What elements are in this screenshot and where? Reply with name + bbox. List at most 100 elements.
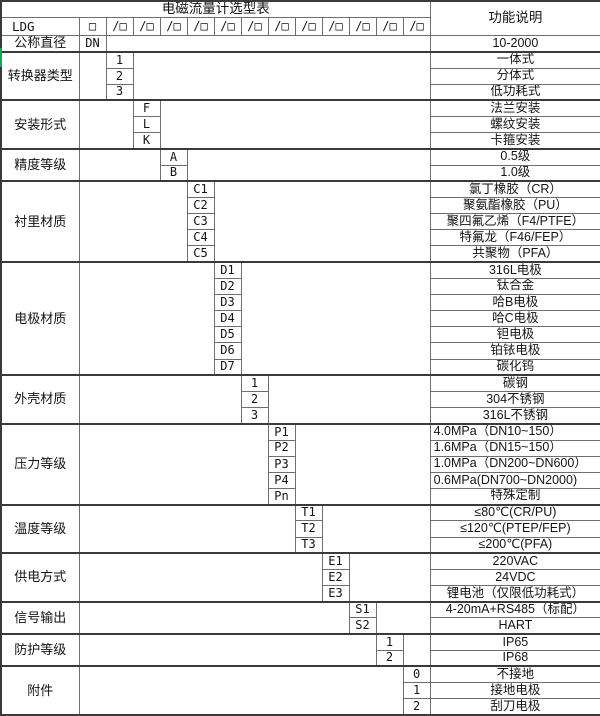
group-row: 2 304不锈钢 <box>1 390 600 409</box>
group-row: 3 316L不锈钢 <box>1 407 600 425</box>
code-cell: 1 <box>375 633 404 651</box>
group-row: 3 低功耗式 <box>1 83 600 101</box>
filler-cell <box>78 422 269 506</box>
model-box: □ <box>78 17 107 37</box>
filler-cell <box>321 503 431 554</box>
filler-cell <box>78 147 161 182</box>
desc-cell: 特氟龙（F46/FEP） <box>429 229 600 247</box>
code-cell: 2 <box>402 698 431 716</box>
group-name: 压力等级 <box>0 422 80 506</box>
filler-cell <box>78 261 215 376</box>
desc-cell: 低功耗式 <box>429 83 600 101</box>
group-row: 衬里材质 C1 氯丁橡胶（CR） <box>0 180 600 263</box>
group-name: 电极材质 <box>0 261 80 376</box>
group-name: 温度等级 <box>0 503 80 554</box>
model-slot: /□ <box>186 17 215 37</box>
code-cell: P2 <box>267 439 296 457</box>
desc-cell: 接地电极 <box>429 682 600 700</box>
model-prefix: LDG <box>0 17 80 37</box>
model-slot: /□ <box>105 17 134 37</box>
filler-cell <box>78 552 323 603</box>
group-row: D6 铂铱电极 <box>1 342 600 360</box>
group-row: 2 刮刀电极 <box>1 698 600 716</box>
desc-cell: 220VAC <box>429 552 600 570</box>
desc-cell: 10-2000 <box>429 35 600 53</box>
group-row: 精度等级 A 0.5级 <box>0 147 600 182</box>
desc-cell: 钛合金 <box>429 277 600 295</box>
code-cell: T2 <box>294 520 323 538</box>
code-cell: K <box>132 132 161 150</box>
desc-cell: IP65 <box>429 633 600 651</box>
code-cell: P1 <box>267 422 296 441</box>
code-cell: Pn <box>267 488 296 506</box>
code-cell: 2 <box>240 390 269 409</box>
model-slot: /□ <box>321 17 350 37</box>
desc-cell: 1.0级 <box>429 164 600 182</box>
desc-cell: 一体式 <box>429 50 600 69</box>
code-cell: D5 <box>213 326 242 344</box>
desc-cell: ≤80℃(CR/PU) <box>429 503 600 522</box>
code-cell: C4 <box>186 229 215 247</box>
group-row: 防护等级 1 IP65 <box>0 633 600 667</box>
group-name: 精度等级 <box>0 147 80 182</box>
filler-cell <box>375 600 431 635</box>
code-cell: P3 <box>267 455 296 473</box>
code-cell: 1 <box>105 50 134 69</box>
desc-cell: 24VDC <box>429 568 600 587</box>
code-cell: DN <box>78 35 107 53</box>
model-slot: /□ <box>348 17 377 37</box>
desc-cell: 1.0MPa（DN200~DN600） <box>429 455 600 473</box>
filler-cell <box>294 422 431 506</box>
filler-cell <box>186 147 431 182</box>
code-cell: L <box>132 116 161 134</box>
group-name: 信号输出 <box>0 600 80 635</box>
code-cell: 1 <box>240 374 269 392</box>
desc-cell: 分体式 <box>429 67 600 85</box>
code-cell: D6 <box>213 342 242 360</box>
code-cell: 3 <box>105 83 134 101</box>
desc-cell: IP68 <box>429 649 600 667</box>
group-row: 安装形式 F 法兰安装 <box>0 99 600 150</box>
group-name: 供电方式 <box>0 552 80 603</box>
code-cell: C5 <box>186 245 215 263</box>
code-cell: S2 <box>348 617 377 635</box>
code-cell: D7 <box>213 358 242 376</box>
desc-cell: 哈C电极 <box>429 310 600 328</box>
desc-cell: 法兰安装 <box>429 99 600 118</box>
code-cell: C2 <box>186 196 215 215</box>
code-cell: P4 <box>267 471 296 490</box>
group-name: 转换器类型 <box>0 50 80 101</box>
code-cell: E3 <box>321 585 350 603</box>
model-slot: /□ <box>402 17 431 37</box>
code-cell: T1 <box>294 503 323 522</box>
code-cell: 2 <box>105 67 134 85</box>
group-row: 信号输出 S1 4-20mA+RS485（标配） <box>0 600 600 635</box>
desc-cell: 铂铱电极 <box>429 342 600 360</box>
desc-cell: 锂电池（仅限低功耗式） <box>429 585 600 603</box>
group-row: 外壳材质 1 碳钢 <box>0 374 600 425</box>
desc-cell: 特殊定制 <box>429 488 600 506</box>
code-cell: S1 <box>348 600 377 619</box>
function-header: 功能说明 <box>429 0 600 37</box>
filler-cell <box>78 633 377 667</box>
filler-cell <box>78 374 242 425</box>
code-cell: C3 <box>186 213 215 231</box>
desc-cell: 碳钢 <box>429 374 600 392</box>
group-name: 外壳材质 <box>0 374 80 425</box>
model-slot: /□ <box>132 17 161 37</box>
desc-cell: 1.6MPa（DN15~150） <box>429 439 600 457</box>
filler-cell <box>348 552 431 603</box>
desc-cell: 304不锈钢 <box>429 390 600 409</box>
code-cell: D3 <box>213 293 242 312</box>
desc-cell: 0.6MPa(DN700~DN2000) <box>429 471 600 490</box>
code-cell: F <box>132 99 161 118</box>
code-cell: 0 <box>402 665 431 684</box>
group-name: 衬里材质 <box>0 180 80 263</box>
left-edge-green-artifact <box>0 48 2 67</box>
filler-cell <box>402 633 431 667</box>
desc-cell: 不接地 <box>429 665 600 684</box>
group-row: 供电方式 E1 220VAC <box>0 552 600 603</box>
table-title: 电磁流量计选型表 <box>0 0 431 19</box>
